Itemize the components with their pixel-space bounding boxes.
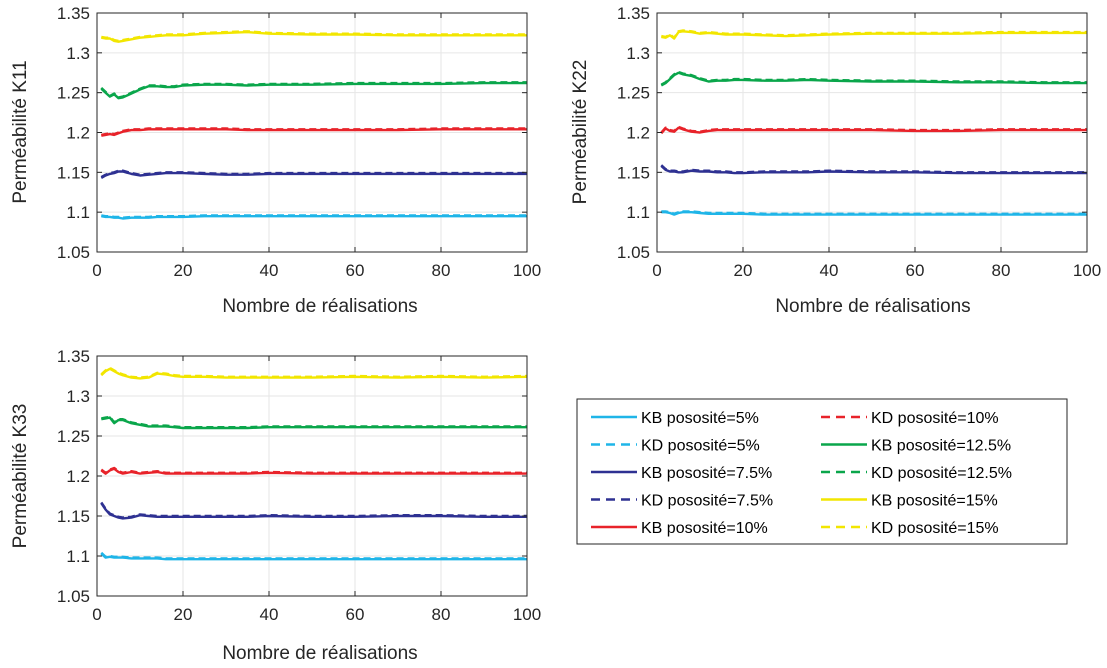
x-tick-label: 100 <box>513 605 541 624</box>
y-tick-label: 1.2 <box>66 467 90 486</box>
series-line-kd15 <box>100 366 528 379</box>
legend-label-kd5: KD pososité=5% <box>641 438 760 455</box>
x-tick-label: 60 <box>906 261 925 280</box>
y-tick-label: 1.1 <box>66 547 90 566</box>
x-tick-label: 0 <box>92 605 101 624</box>
x-tick-label: 60 <box>346 261 365 280</box>
y-tick-label: 1.25 <box>57 84 90 103</box>
legend-label-kb5: KB pososité=5% <box>641 410 759 427</box>
x-tick-label: 100 <box>1073 261 1101 280</box>
series-line-kd75 <box>100 169 527 179</box>
x-tick-label: 20 <box>174 605 193 624</box>
series-line-kd10 <box>660 125 1087 134</box>
x-tick-label: 80 <box>432 605 451 624</box>
y-tick-label: 1.15 <box>57 507 90 526</box>
series-line-kd125 <box>101 415 527 429</box>
series-line-kd15 <box>101 30 527 43</box>
x-tick-label: 80 <box>992 261 1011 280</box>
legend: KB pososité=5% KD pososité=5% KB pososité=… <box>576 398 1068 545</box>
y-tick-label: 1.05 <box>57 587 90 606</box>
y-tick-label: 1.35 <box>617 4 650 23</box>
y-tick-label: 1.15 <box>617 163 650 182</box>
chart-panel-2: 1.05 1.1 1.15 1.2 1.25 1.3 1.35 0 20 40 60 80 100 Nom… <box>570 4 1101 317</box>
x-tick-label: 100 <box>513 261 541 280</box>
y-tick-label: 1.25 <box>57 427 90 446</box>
x-tick-label: 40 <box>820 261 839 280</box>
series-line-kd10 <box>100 466 527 474</box>
legend-label-kd125: KD pososité=12.5% <box>871 465 1012 482</box>
y-tick-label: 1.3 <box>626 44 650 63</box>
legend-label-kb125: KB pososité=12.5% <box>871 438 1011 455</box>
y-axis-label: Perméabilité K22 <box>570 60 591 205</box>
x-tick-label: 60 <box>346 605 365 624</box>
x-axis-label: Nombre de réalisations <box>775 296 970 317</box>
x-tick-label: 40 <box>260 605 279 624</box>
y-axis-label: Perméabilité K33 <box>10 404 31 549</box>
chart-panel-1: 1.05 1.1 1.15 1.2 1.25 1.3 1.35 0 20 40 60 80 100 Nom… <box>10 4 541 317</box>
series-line-kd5 <box>101 214 527 219</box>
series-line-kd125 <box>660 70 1087 86</box>
y-tick-label: 1.3 <box>66 44 90 63</box>
x-tick-label: 20 <box>174 261 193 280</box>
y-tick-label: 1.1 <box>66 203 90 222</box>
legend-label-kd15: KD pososité=15% <box>871 520 999 537</box>
x-tick-label: 80 <box>432 261 451 280</box>
series-line-kd5 <box>100 551 527 560</box>
y-tick-label: 1.25 <box>617 84 650 103</box>
legend-label-kb15: KB pososité=15% <box>871 493 998 510</box>
legend-label-kb10: KB pososité=10% <box>641 520 768 537</box>
y-tick-label: 1.05 <box>57 243 90 262</box>
series-line-kd15 <box>661 29 1087 39</box>
y-tick-label: 1.35 <box>57 347 90 366</box>
y-tick-label: 1.15 <box>57 163 90 182</box>
legend-label-kd75: KD pososité=7.5% <box>641 493 773 510</box>
x-tick-label: 40 <box>260 261 279 280</box>
x-axis-label: Nombre de réalisations <box>222 643 417 664</box>
x-tick-label: 0 <box>92 261 101 280</box>
x-tick-label: 20 <box>734 261 753 280</box>
series-line-kd10 <box>101 127 527 137</box>
y-tick-label: 1.1 <box>626 203 650 222</box>
series-line-kd5 <box>661 210 1087 216</box>
y-tick-label: 1.2 <box>66 124 90 143</box>
chart-panel-3: 1.05 1.1 1.15 1.2 1.25 1.3 1.35 0 20 40 60 80 100 Nom… <box>10 347 541 664</box>
x-axis-label: Nombre de réalisations <box>222 296 417 317</box>
series-line-kd75 <box>660 164 1087 174</box>
legend-label-kb75: KB pososité=7.5% <box>641 465 772 482</box>
y-tick-label: 1.3 <box>66 387 90 406</box>
legend-label-kd10: KD pososité=10% <box>871 410 999 427</box>
series-line-kd125 <box>100 81 527 99</box>
y-axis-label: Perméabilité K11 <box>10 60 31 203</box>
x-tick-label: 0 <box>652 261 661 280</box>
y-tick-label: 1.35 <box>57 4 90 23</box>
y-tick-label: 1.2 <box>626 124 650 143</box>
series-line-kd75 <box>100 501 527 519</box>
y-tick-label: 1.05 <box>617 243 650 262</box>
